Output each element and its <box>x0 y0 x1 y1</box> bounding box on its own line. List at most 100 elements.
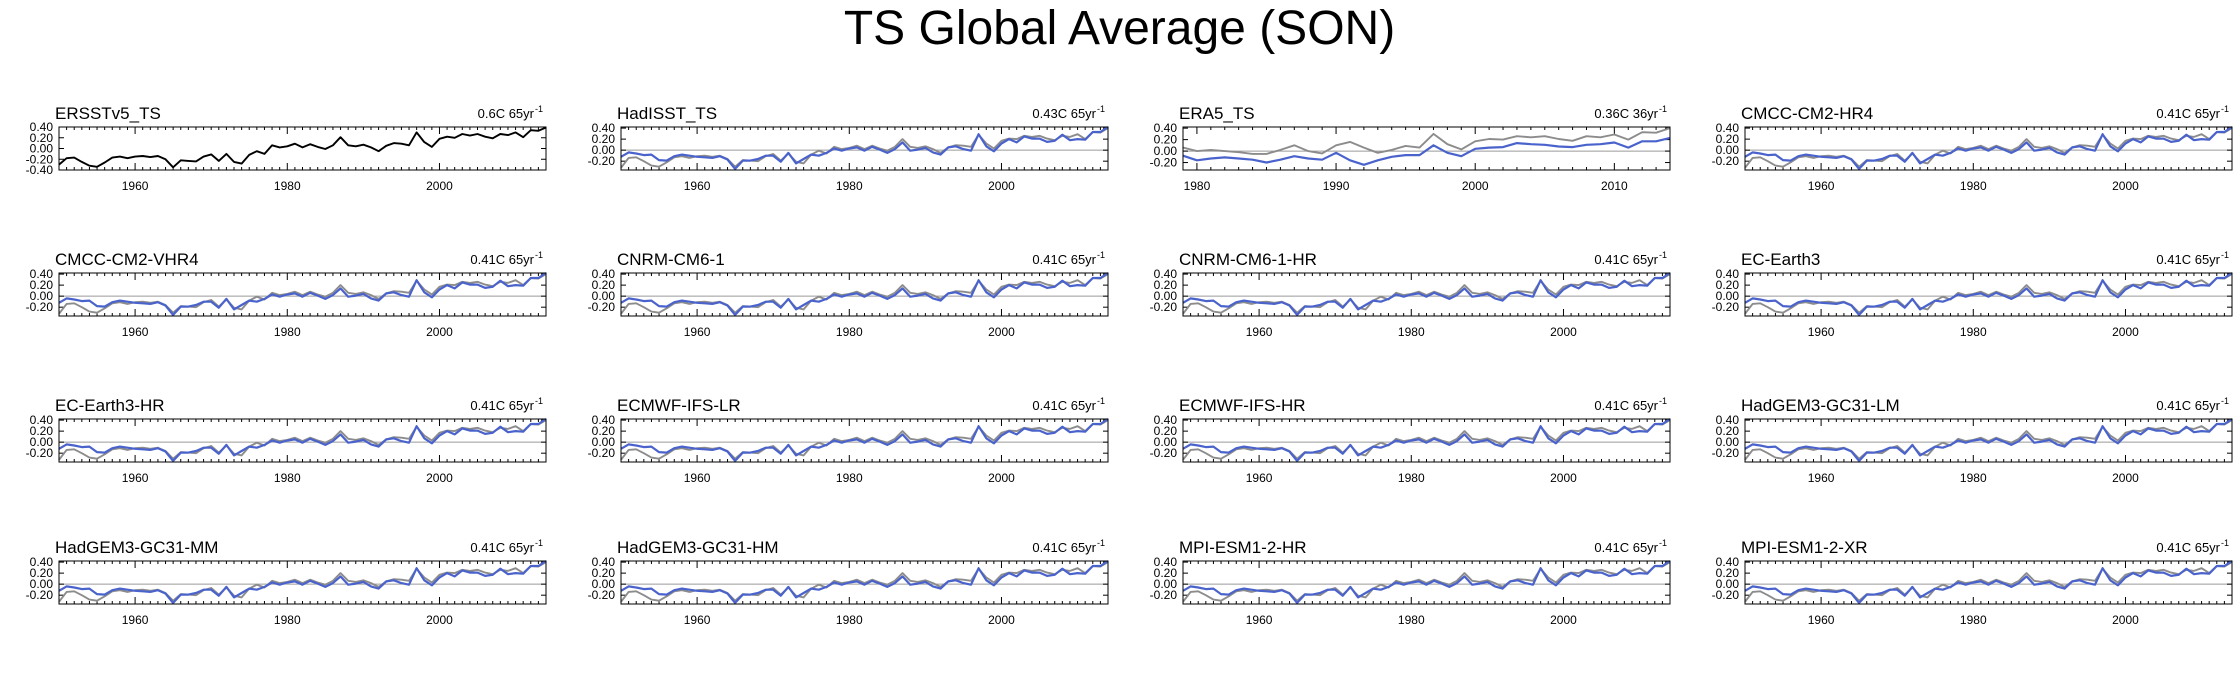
x-tick-label: 2000 <box>426 471 453 485</box>
y-tick-label: 0.20 <box>30 131 54 145</box>
panel-frame <box>1744 560 2233 605</box>
trend-label: 0.41C 65yr <box>1594 398 1658 413</box>
series-model <box>1182 560 1671 605</box>
series-model <box>1744 272 2233 316</box>
x-tick-label: 2000 <box>988 613 1015 627</box>
trend-label: 0.41C 65yr <box>2156 540 2220 555</box>
panel-1: ERSSTv5_TS 0.6C 65yr -1 0.400.200.00-0.20-0… <box>26 104 547 193</box>
y-tick-label: -0.20 <box>1712 300 1740 314</box>
y-tick-label: 0.20 <box>30 424 54 438</box>
x-tick-label: 1980 <box>836 471 863 485</box>
y-tick-label: 0.20 <box>1716 278 1740 292</box>
x-tick-label: 1960 <box>122 179 149 193</box>
y-tick-label: 0.40 <box>1154 267 1178 281</box>
panel-9: EC-Earth3-HR 0.41C 65yr -1 0.400.200.00-0.2… <box>26 396 547 485</box>
trend-superscript: -1 <box>2221 104 2229 114</box>
x-tick-label: 1960 <box>1808 325 1835 339</box>
panel-3: ERA5_TS 0.36C 36yr -1 0.400.200.00-0.20 1980… <box>1150 104 1671 193</box>
panel-5: CMCC-CM2-VHR4 0.41C 65yr -1 0.400.200.00-0.… <box>26 250 547 339</box>
y-tick-label: 0.00 <box>592 289 616 303</box>
x-tick-label: 1980 <box>274 179 301 193</box>
x-tick-label: 2000 <box>1550 325 1577 339</box>
x-tick-label: 1980 <box>274 325 301 339</box>
y-tick-label: -0.20 <box>588 446 616 460</box>
y-tick-label: 0.20 <box>30 566 54 580</box>
panel-7: CNRM-CM6-1-HR 0.41C 65yr -1 0.400.200.00-0.… <box>1150 250 1671 339</box>
panel-frame <box>1744 272 2233 317</box>
y-tick-label: -0.20 <box>1712 588 1740 602</box>
x-tick-label: 2000 <box>988 471 1015 485</box>
trend-superscript: -1 <box>2221 250 2229 260</box>
series-reference <box>620 273 1109 315</box>
y-tick-label: -0.20 <box>26 300 54 314</box>
trend-label: 0.6C 65yr <box>478 106 535 121</box>
y-tick-label: 0.20 <box>592 132 616 146</box>
y-tick-label: 0.40 <box>1716 267 1740 281</box>
series-reference <box>620 419 1109 461</box>
panel-frame <box>620 272 1109 317</box>
series-model <box>1182 136 1671 166</box>
x-tick-label: 1990 <box>1323 179 1350 193</box>
trend-superscript: -1 <box>1097 250 1105 260</box>
panel-frame <box>58 272 547 317</box>
trend-superscript: -1 <box>535 250 543 260</box>
y-tick-label: 0.20 <box>592 566 616 580</box>
x-tick-label: 2000 <box>2112 179 2139 193</box>
panel-frame <box>58 560 547 605</box>
panel-title: CNRM-CM6-1 <box>617 250 725 269</box>
panel-16: MPI-ESM1-2-XR 0.41C 65yr -1 0.400.200.00-0.… <box>1712 538 2233 627</box>
trend-label: 0.41C 65yr <box>1594 540 1658 555</box>
x-tick-label: 2000 <box>2112 325 2139 339</box>
trend-superscript: -1 <box>535 396 543 406</box>
y-tick-label: 0.40 <box>592 555 616 569</box>
trend-superscript: -1 <box>2221 538 2229 548</box>
y-tick-label: 0.20 <box>1716 132 1740 146</box>
series-model <box>58 560 547 605</box>
panel-2: HadISST_TS 0.43C 65yr -1 0.400.200.00-0.20 1… <box>588 104 1109 193</box>
series-model <box>1744 126 2233 170</box>
trend-label: 0.41C 65yr <box>1032 252 1096 267</box>
y-tick-label: 0.20 <box>592 424 616 438</box>
x-tick-label: 1980 <box>1398 613 1425 627</box>
y-tick-label: 0.20 <box>1154 566 1178 580</box>
y-tick-label: 0.20 <box>592 278 616 292</box>
series-reference <box>1182 127 1671 155</box>
x-tick-label: 1960 <box>684 613 711 627</box>
trend-label: 0.41C 65yr <box>2156 252 2220 267</box>
panel-frame <box>1182 560 1671 605</box>
trend-label: 0.43C 65yr <box>1032 106 1096 121</box>
panel-8: EC-Earth3 0.41C 65yr -1 0.400.200.00-0.20 19… <box>1712 250 2233 339</box>
x-tick-label: 1960 <box>684 325 711 339</box>
x-tick-label: 1960 <box>122 325 149 339</box>
y-tick-label: 0.40 <box>592 267 616 281</box>
y-tick-label: 0.20 <box>1154 278 1178 292</box>
panel-frame <box>1744 418 2233 463</box>
y-tick-label: 0.00 <box>1716 577 1740 591</box>
panel-frame <box>1182 418 1671 463</box>
x-tick-label: 1960 <box>122 613 149 627</box>
y-tick-label: -0.20 <box>26 446 54 460</box>
y-tick-label: 0.00 <box>1154 289 1178 303</box>
series-model <box>1182 272 1671 316</box>
panel-title: HadGEM3-GC31-LM <box>1741 396 1900 415</box>
y-tick-label: 0.40 <box>592 121 616 135</box>
trend-label: 0.41C 65yr <box>2156 398 2220 413</box>
series-reference <box>1744 419 2233 461</box>
series-model <box>620 418 1109 462</box>
y-tick-label: 0.40 <box>30 413 54 427</box>
panel-title: HadGEM3-GC31-HM <box>617 538 779 557</box>
x-tick-label: 1960 <box>122 471 149 485</box>
x-tick-label: 1960 <box>1246 325 1273 339</box>
y-tick-label: 0.00 <box>1154 435 1178 449</box>
y-tick-label: -0.20 <box>1712 446 1740 460</box>
x-tick-label: 1980 <box>1960 471 1987 485</box>
y-tick-label: -0.20 <box>588 300 616 314</box>
x-tick-label: 1980 <box>1184 179 1211 193</box>
series-reference <box>1182 419 1671 461</box>
series-reference <box>1744 273 2233 315</box>
y-tick-label: 0.20 <box>30 278 54 292</box>
y-tick-label: -0.20 <box>26 152 54 166</box>
series-reference <box>58 561 547 603</box>
trend-superscript: -1 <box>1097 538 1105 548</box>
y-tick-label: 0.20 <box>1716 424 1740 438</box>
